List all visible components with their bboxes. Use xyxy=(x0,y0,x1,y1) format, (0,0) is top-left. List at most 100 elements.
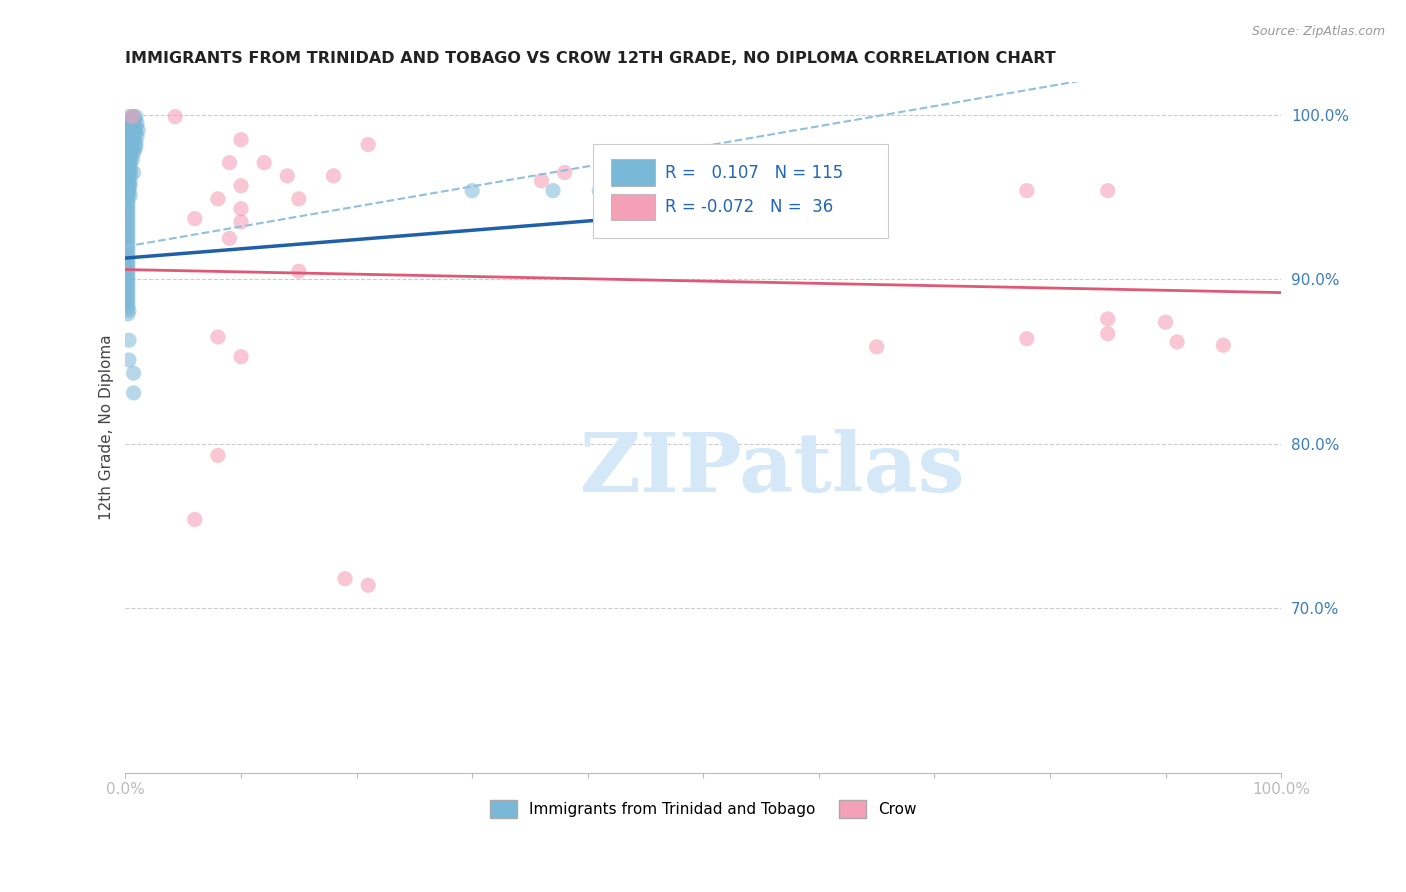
Point xyxy=(121,116,143,130)
Point xyxy=(122,366,145,380)
Point xyxy=(117,260,139,275)
Point xyxy=(322,169,344,183)
Point xyxy=(121,153,143,167)
Point xyxy=(117,155,139,169)
Point xyxy=(122,165,145,179)
Point xyxy=(120,188,142,202)
Point xyxy=(117,284,139,298)
Text: R = -0.072   N =  36: R = -0.072 N = 36 xyxy=(665,198,834,216)
Point xyxy=(117,188,139,202)
Point xyxy=(120,116,142,130)
Point xyxy=(118,172,141,186)
Point xyxy=(117,162,139,177)
Point xyxy=(117,293,139,308)
Point xyxy=(117,172,139,186)
Point xyxy=(120,149,142,163)
Point xyxy=(121,126,143,140)
Point xyxy=(120,123,142,137)
Point xyxy=(1212,338,1234,352)
Point xyxy=(276,169,298,183)
Point xyxy=(229,178,252,193)
Point xyxy=(117,186,139,200)
FancyBboxPatch shape xyxy=(610,160,655,186)
Point xyxy=(117,149,139,163)
Point xyxy=(1097,312,1119,326)
Point xyxy=(121,139,143,153)
Point xyxy=(865,340,887,354)
Point xyxy=(122,385,145,400)
Point xyxy=(125,129,148,144)
Point xyxy=(125,116,148,130)
Point xyxy=(117,218,139,232)
Point xyxy=(117,264,139,278)
Point xyxy=(121,120,143,134)
Point xyxy=(125,136,148,150)
Point xyxy=(118,129,141,144)
Text: IMMIGRANTS FROM TRINIDAD AND TOBAGO VS CROW 12TH GRADE, NO DIPLOMA CORRELATION C: IMMIGRANTS FROM TRINIDAD AND TOBAGO VS C… xyxy=(125,51,1056,66)
Point xyxy=(125,110,148,124)
Point xyxy=(865,195,887,210)
Point xyxy=(118,353,141,368)
Point xyxy=(120,159,142,173)
Point xyxy=(530,174,553,188)
Point xyxy=(117,301,139,315)
Point xyxy=(120,145,142,160)
Point xyxy=(207,330,229,344)
Point xyxy=(122,110,145,124)
Point xyxy=(117,153,139,167)
Text: R =   0.107   N = 115: R = 0.107 N = 115 xyxy=(665,163,844,182)
Point xyxy=(117,238,139,252)
Point xyxy=(117,235,139,249)
Point xyxy=(124,123,146,137)
Point xyxy=(117,225,139,239)
Point xyxy=(554,165,576,179)
Point xyxy=(117,268,139,282)
Point xyxy=(121,110,143,124)
Point xyxy=(118,126,141,140)
Point xyxy=(124,112,146,127)
FancyBboxPatch shape xyxy=(610,194,655,220)
Point xyxy=(229,215,252,229)
Point xyxy=(120,162,142,177)
Point xyxy=(229,350,252,364)
Point xyxy=(120,136,142,150)
Point xyxy=(117,228,139,243)
Point xyxy=(288,264,311,278)
Point xyxy=(118,333,141,347)
Y-axis label: 12th Grade, No Diploma: 12th Grade, No Diploma xyxy=(100,334,114,520)
Point xyxy=(118,110,141,124)
Point xyxy=(865,190,887,204)
Point xyxy=(229,133,252,147)
Point xyxy=(117,248,139,262)
Point xyxy=(120,112,142,127)
Point xyxy=(218,231,240,245)
Point xyxy=(117,287,139,301)
Point xyxy=(122,133,145,147)
Point xyxy=(117,280,139,294)
Point xyxy=(117,198,139,212)
Point xyxy=(120,143,142,157)
Point xyxy=(125,120,148,134)
Point xyxy=(122,145,145,160)
Point xyxy=(118,120,141,134)
Point xyxy=(1154,315,1177,329)
Point xyxy=(117,202,139,216)
Point xyxy=(117,258,139,272)
Point xyxy=(117,208,139,222)
Point xyxy=(117,231,139,245)
Point xyxy=(121,110,143,124)
Point xyxy=(120,133,142,147)
Point xyxy=(716,169,738,183)
Point xyxy=(253,155,276,169)
Point xyxy=(117,241,139,255)
Point xyxy=(117,254,139,268)
Point xyxy=(184,512,207,526)
Point xyxy=(461,184,484,198)
Point xyxy=(117,211,139,226)
Point xyxy=(1097,326,1119,341)
Point xyxy=(117,145,139,160)
Point xyxy=(117,159,139,173)
Point xyxy=(117,169,139,183)
Point xyxy=(117,165,139,179)
Point xyxy=(125,126,148,140)
